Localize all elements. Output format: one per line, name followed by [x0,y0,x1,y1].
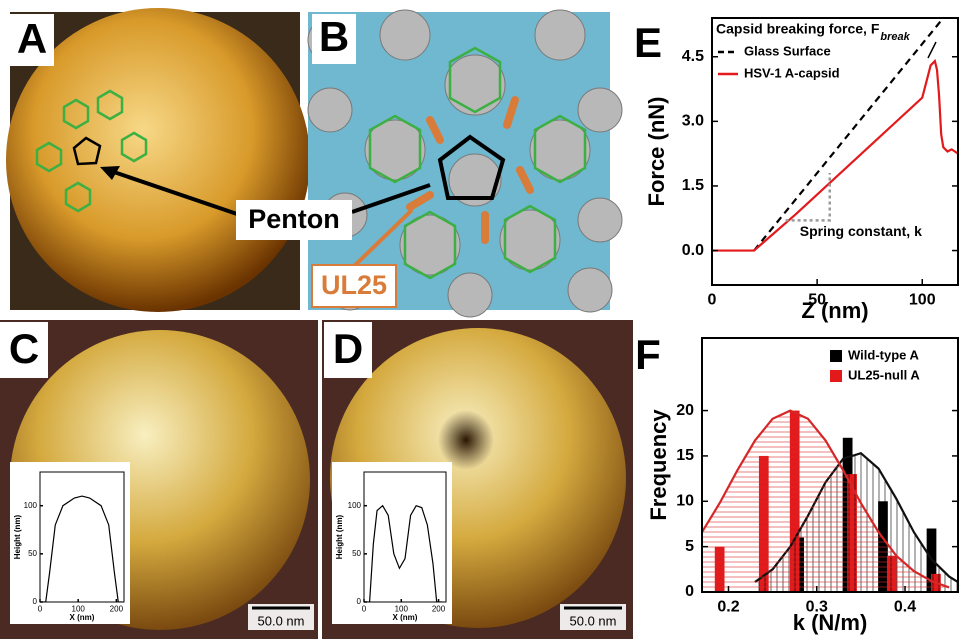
x-tick-label: 0 [708,291,717,308]
annotation-arrow [928,42,936,58]
y-tick-label: 10 [676,493,694,510]
scale-bar-label: 50.0 nm [570,613,617,628]
legend-label: UL25-null A [848,367,920,382]
annotation: Capsid breaking force, F [716,21,880,37]
y-tick-label: 20 [676,402,694,419]
y-tick-label: 1.5 [682,177,704,194]
x-axis-title: X (nm) [70,613,95,622]
y-tick-label: 100 [24,501,38,510]
x-axis-title: X (nm) [393,613,418,622]
x-axis-title: Z (nm) [801,298,868,323]
x-tick-label: 100 [909,291,936,308]
y-tick-label: 0.0 [682,242,704,259]
legend-label: Wild-type A [848,347,920,362]
y-tick-label: 15 [676,447,694,464]
scale-bar-label: 50.0 nm [258,613,305,628]
y-axis-title: Force (nN) [644,97,669,207]
penton-label: Penton [248,204,340,234]
x-tick-label: 200 [110,605,124,614]
plot-area [684,411,958,592]
panel-label: D [333,325,363,372]
y-axis-title: Height (nm) [335,514,344,559]
y-tick-label: 50 [28,549,37,558]
y-tick-label: 0 [685,583,694,600]
panel-label: C [9,325,39,372]
annotation: Spring constant, k [800,223,922,239]
capsid-d-hole [438,410,494,470]
ul25-label: UL25 [321,270,387,300]
y-axis-title: Frequency [646,409,671,521]
y-tick-label: 5 [685,538,694,555]
figure: Penton UL25 50.0 nm 50.0 nm A B C D E F … [0,0,963,639]
y-tick-label: 0 [33,597,38,606]
y-tick-label: 0 [357,597,362,606]
legend-label: Glass Surface [744,43,831,58]
y-axis-title: Height (nm) [13,514,22,559]
annotation-subscript: break [880,31,910,43]
panel-label: F [635,331,661,378]
x-tick-label: 0 [362,605,367,614]
annotation-guide [786,173,830,220]
legend-swatch [830,350,842,362]
x-tick-label: 0 [38,605,43,614]
legend-label: HSV-1 A-capsid [744,65,840,80]
x-tick-label: 0.2 [717,598,739,615]
panel-label: A [17,15,47,62]
y-tick-label: 50 [352,549,361,558]
panel-label: B [319,13,349,60]
panel-label: E [634,19,662,66]
y-tick-label: 4.5 [682,48,704,65]
inset-bg [10,462,130,624]
x-axis-title: k (N/m) [793,610,868,635]
y-tick-label: 100 [348,501,362,510]
x-tick-label: 200 [432,605,446,614]
y-tick-label: 3.0 [682,113,704,130]
legend-swatch [830,370,842,382]
x-tick-label: 0.4 [894,598,916,615]
